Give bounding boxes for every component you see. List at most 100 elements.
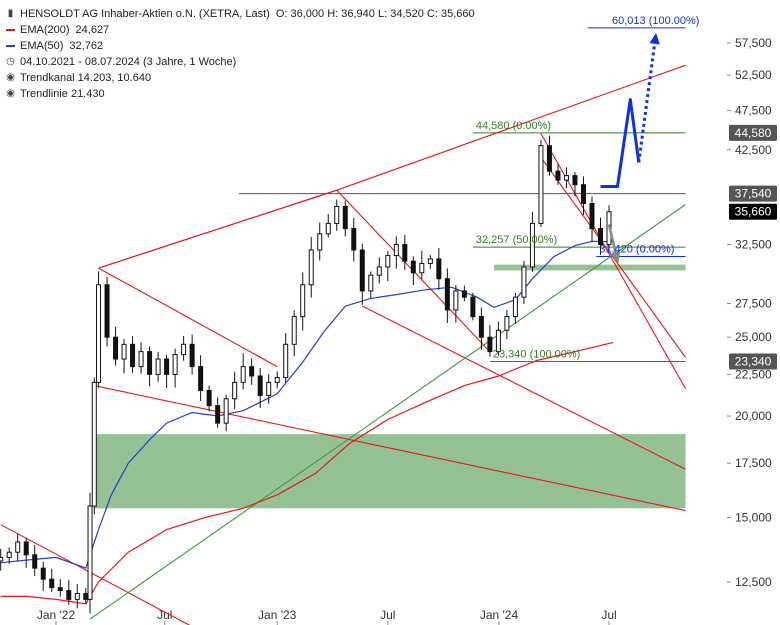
candle-body xyxy=(351,228,357,251)
price-label: 44,580 xyxy=(735,126,772,140)
candle-body xyxy=(66,590,72,600)
red-trendline xyxy=(0,524,191,625)
x-tick-label: Jan '24 xyxy=(480,608,519,622)
candle-body xyxy=(138,351,144,368)
legend-trendkanal: Trendkanal 14.203, 10.640 xyxy=(20,72,152,84)
candle-body xyxy=(74,592,80,600)
y-tick-label: 52,500 xyxy=(735,68,772,82)
candle-body xyxy=(444,278,450,311)
legend-ema200-label: EMA(200) xyxy=(20,24,70,36)
target-layer xyxy=(600,33,660,265)
candle-body xyxy=(325,222,331,235)
projection-arrow-head xyxy=(610,251,621,265)
candle-body xyxy=(206,389,212,407)
candle-body xyxy=(580,184,586,205)
candle-body xyxy=(83,592,89,600)
candle-body xyxy=(470,296,476,318)
candle-body xyxy=(198,366,204,391)
fib-label: 31,420 (0.00%) xyxy=(599,243,674,255)
candle-body xyxy=(529,222,535,268)
label-layer: 60,013 (100.00%) 44,580 (0.00%) 32,257 (50… xyxy=(476,15,777,370)
candle-body xyxy=(274,377,280,383)
red-trendline xyxy=(98,64,686,269)
zone-layer xyxy=(94,264,686,509)
trendline-layer xyxy=(0,64,687,625)
y-tick-label: 15,000 xyxy=(735,511,772,525)
x-tick-label: Jan '23 xyxy=(258,608,297,622)
candle-body xyxy=(359,249,365,292)
target-dotted-path xyxy=(637,34,658,163)
candle-body xyxy=(49,578,55,589)
candle-body xyxy=(342,205,348,230)
candle-body xyxy=(393,244,399,257)
candle-body xyxy=(23,541,29,556)
candle-body xyxy=(563,175,569,181)
candle-body xyxy=(91,381,97,507)
candle-body xyxy=(87,505,93,600)
candle-body xyxy=(546,145,552,172)
legend-title-row: ▮ HENSOLDT AG Inhaber-Aktien o.N. (XETRA… xyxy=(6,6,475,22)
support-zone xyxy=(94,434,686,509)
candle-body xyxy=(283,343,289,379)
fib-label: 32,257 (50.00%) xyxy=(476,234,557,246)
candle-body xyxy=(32,554,38,569)
legend-ema50-row: EMA(50) 32,762 xyxy=(6,38,475,54)
candle-body xyxy=(538,145,544,224)
y-tick-label: 17,500 xyxy=(735,456,772,470)
y-tick-label: 27,500 xyxy=(735,297,772,311)
candle-body xyxy=(40,567,46,580)
candle-body xyxy=(317,233,323,251)
candle-body xyxy=(189,343,195,368)
legend-ema200-row: EMA(200) 24,627 xyxy=(6,22,475,38)
candle-body xyxy=(572,175,578,186)
candle-body xyxy=(249,366,255,377)
x-tick-label: Jul xyxy=(380,608,395,622)
red-trendline xyxy=(540,156,687,358)
legend-title: HENSOLDT AG Inhaber-Aktien o.N. (XETRA, … xyxy=(20,8,270,20)
candle-body xyxy=(240,366,246,383)
candle-body xyxy=(113,336,119,360)
price-label-box xyxy=(729,124,777,141)
legend-ema50-value: 32,762 xyxy=(69,40,104,52)
x-tick-label: Jan '22 xyxy=(37,608,76,622)
ema200-swatch xyxy=(6,29,15,31)
candle-body xyxy=(597,228,603,246)
candle-body xyxy=(57,587,63,592)
candle-body xyxy=(512,296,518,318)
red-trendline xyxy=(362,305,686,470)
price-label: 23,340 xyxy=(735,354,772,368)
candle-layer xyxy=(0,135,612,614)
y-tick-label: 57,500 xyxy=(735,36,772,50)
legend-ema200-value: 24,627 xyxy=(75,24,110,36)
candle-body xyxy=(461,290,467,298)
support-zone xyxy=(494,264,686,271)
candle-body xyxy=(427,258,433,264)
candle-body xyxy=(334,205,340,224)
candle-body xyxy=(155,358,161,375)
candle-body xyxy=(504,316,510,331)
legend-ohlc: O: 36,000 H: 36,940 L: 34,520 C: 35,660 xyxy=(275,8,475,20)
candle-body xyxy=(402,244,408,262)
target-icon: ◉ xyxy=(6,88,15,99)
level-lines-layer xyxy=(238,27,686,362)
candle-body xyxy=(308,249,314,286)
candle-body xyxy=(181,343,187,356)
candle-body xyxy=(147,351,153,375)
candle-body xyxy=(257,375,263,396)
candle-body xyxy=(368,274,374,292)
target-path xyxy=(600,98,641,188)
candle-body xyxy=(291,316,297,345)
candle-body xyxy=(104,284,110,338)
legend-range: 04.10.2021 - 08.07.2024 (3 Jahre, 1 Woch… xyxy=(20,56,237,68)
candle-body xyxy=(410,260,416,274)
y-tick-label: 12,500 xyxy=(735,575,772,589)
y-tick-label: 42,500 xyxy=(735,143,772,157)
candle-body xyxy=(266,381,272,396)
candle-body xyxy=(495,329,501,353)
x-tick-label: Jul xyxy=(157,608,172,622)
candlestick-icon: ▮ xyxy=(7,8,14,19)
legend-trendlinie: Trendlinie 21.430 xyxy=(20,88,105,100)
candle-body xyxy=(96,284,102,383)
price-label: 35,660 xyxy=(735,205,772,219)
